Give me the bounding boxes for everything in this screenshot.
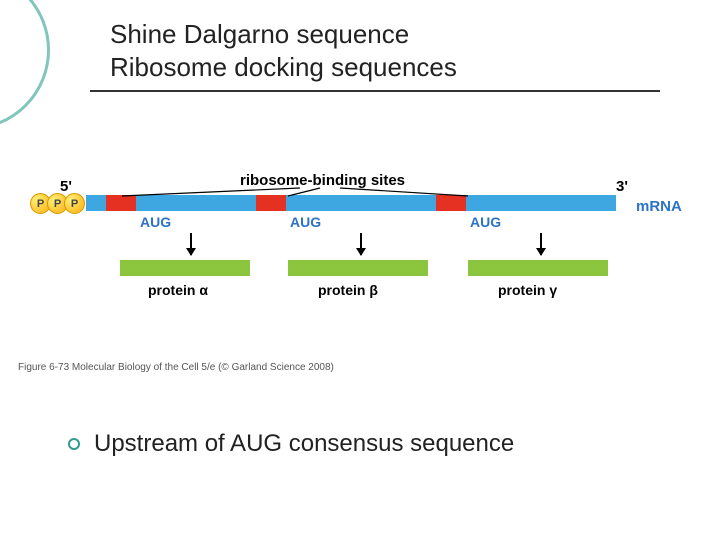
protein-label: protein γ — [498, 282, 557, 298]
protein-label: protein β — [318, 282, 378, 298]
mrna-segment — [86, 195, 106, 211]
title-underline — [90, 90, 660, 92]
rbs-segment — [256, 195, 286, 211]
mrna-segment — [136, 195, 256, 211]
protein-label: protein α — [148, 282, 208, 298]
aug-codon-label: AUG — [140, 214, 171, 230]
three-prime-label: 3' — [616, 178, 628, 195]
phosphate-icon: P — [64, 193, 85, 214]
bullet-text: Upstream of AUG consensus sequence — [94, 430, 514, 458]
bullet-icon — [68, 438, 80, 450]
mrna-bar — [86, 195, 616, 211]
title-line-2: Ribosome docking sequences — [110, 51, 457, 84]
rbs-segment — [106, 195, 136, 211]
rbs-label: ribosome-binding sites — [240, 172, 405, 189]
protein-bar — [468, 260, 608, 276]
aug-codon-label: AUG — [290, 214, 321, 230]
slide-title: Shine Dalgarno sequence Ribosome docking… — [110, 18, 457, 83]
translation-arrow-icon — [190, 233, 192, 255]
translation-arrow-icon — [540, 233, 542, 255]
bullet-item: Upstream of AUG consensus sequence — [68, 430, 514, 458]
translation-arrow-icon — [360, 233, 362, 255]
protein-bar — [120, 260, 250, 276]
mrna-diagram: 5' 3' mRNA ribosome-binding sites PPP AU… — [0, 140, 720, 360]
mrna-segment — [466, 195, 616, 211]
aug-codon-label: AUG — [470, 214, 501, 230]
figure-citation: Figure 6-73 Molecular Biology of the Cel… — [18, 362, 334, 373]
protein-bar — [288, 260, 428, 276]
mrna-segment — [286, 195, 436, 211]
mrna-label: mRNA — [636, 198, 682, 215]
title-line-1: Shine Dalgarno sequence — [110, 18, 457, 51]
phosphate-group: PPP — [30, 193, 81, 214]
decorative-arc — [0, 0, 50, 130]
rbs-segment — [436, 195, 466, 211]
